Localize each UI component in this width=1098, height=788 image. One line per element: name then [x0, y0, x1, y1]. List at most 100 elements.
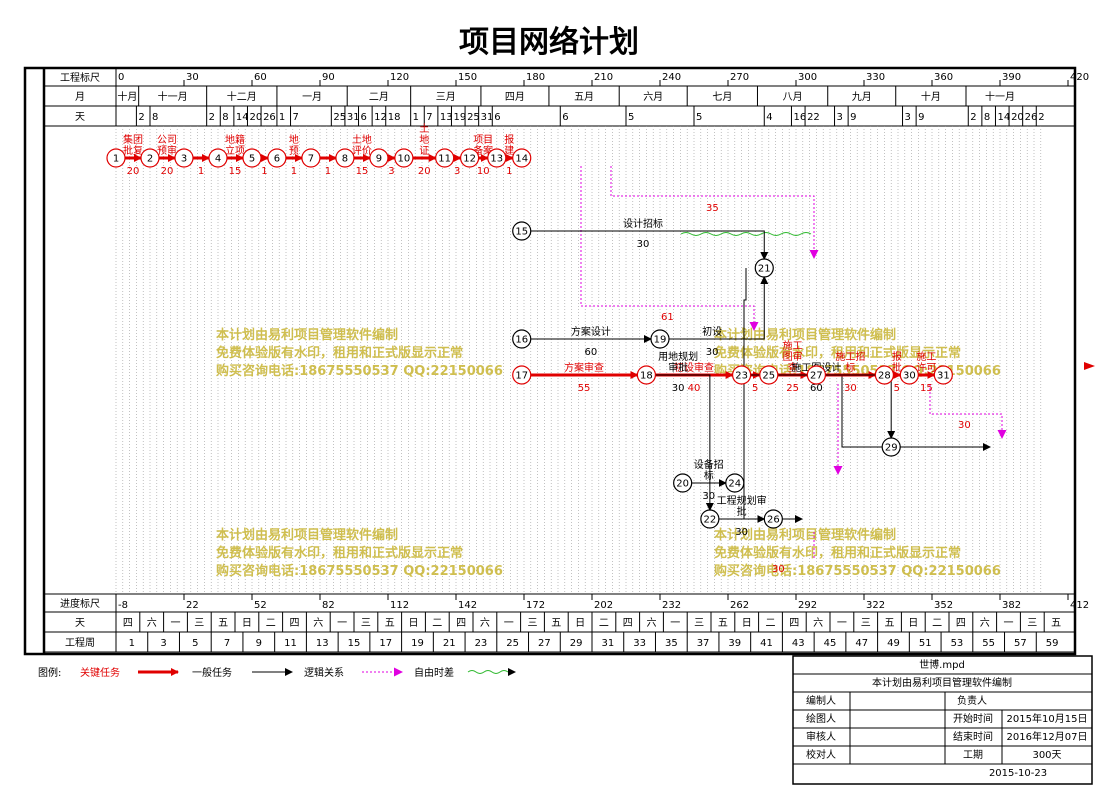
event-node-7[interactable]: 7 [301, 148, 321, 168]
ruler-tick-label: 180 [526, 72, 545, 83]
node-id: 25 [762, 371, 775, 382]
week-number: 51 [919, 638, 932, 649]
legend-critical-label: 关键任务 [80, 666, 120, 679]
weekday-label: 四 [623, 618, 633, 629]
event-node-13[interactable]: 13 [487, 148, 507, 168]
event-node-26[interactable]: 26 [763, 509, 783, 529]
week-number: 13 [316, 638, 329, 649]
task-name: 项目 [473, 134, 493, 146]
event-node-9[interactable]: 9 [369, 148, 389, 168]
event-node-10[interactable]: 10 [394, 148, 414, 168]
node-circle [460, 148, 480, 168]
task-duration: 30 [702, 491, 715, 502]
day-tick-label: 16 [793, 112, 806, 123]
event-node-23[interactable]: 23 [731, 365, 752, 385]
task-17-18: 方案审查 55 [530, 361, 639, 394]
task-name: 设备招 [694, 458, 724, 471]
event-node-25[interactable]: 25 [759, 365, 779, 385]
task-arrow [669, 276, 769, 340]
weekday-label: 四 [456, 618, 466, 629]
task-duration: 20 [418, 166, 431, 177]
free-float-links [580, 166, 1007, 560]
task-name: 标 [704, 470, 714, 482]
week-number: 55 [982, 638, 995, 649]
ruler-tick-label: 202 [594, 600, 613, 611]
node-id: 29 [885, 443, 898, 454]
node-circle [636, 365, 657, 385]
day-tick-label: 8 [222, 112, 228, 123]
ruler-tick-label: 270 [730, 72, 749, 83]
day-tick-label: 5 [696, 112, 702, 123]
event-node-28[interactable]: 28 [874, 365, 895, 385]
event-node-24[interactable]: 24 [725, 473, 745, 493]
event-node-16[interactable]: 16 [512, 329, 532, 349]
day-gridlines [115, 126, 1042, 594]
event-node-31[interactable]: 31 [933, 365, 953, 385]
node-id: 2 [147, 154, 153, 165]
day-tick-label: 2 [209, 112, 215, 123]
event-node-15[interactable]: 15 [512, 221, 532, 241]
node-id: 18 [640, 371, 653, 382]
weekday-label: 四 [123, 618, 133, 629]
weekday-label: 日 [908, 618, 918, 629]
info-date: 2015-10-23 [989, 768, 1047, 779]
task-name: 初设审查 [674, 361, 714, 374]
day-tick-label: 7 [293, 112, 299, 123]
float-link-13-19 [580, 166, 759, 331]
weekday-label: 五 [1051, 618, 1061, 629]
logic-link-18-19 [743, 268, 747, 375]
event-node-1[interactable]: 1 [106, 148, 126, 168]
ruler-tick-label: 322 [866, 600, 885, 611]
ruler-tick-label: 30 [186, 72, 199, 83]
week-label: 工程周 [65, 637, 95, 649]
ruler-tick-label: 52 [254, 600, 267, 611]
task-duration: 30 [844, 383, 857, 394]
event-node-29[interactable]: 29 [881, 437, 901, 457]
task-name: 预 [289, 145, 299, 157]
ruler-tick-label: 352 [934, 600, 953, 611]
weekday-label: 六 [147, 617, 157, 629]
float-label: 35 [706, 203, 719, 214]
event-node-20[interactable]: 20 [673, 473, 693, 493]
event-node-19[interactable]: 19 [650, 329, 670, 349]
day-tick-label: 6 [562, 112, 568, 123]
watermark-line: 本计划由易利项目管理软件编制 [714, 327, 896, 343]
task-15-21: 设计招标 30 [530, 217, 769, 260]
event-node-11[interactable]: 11 [435, 148, 455, 168]
node-circle [512, 221, 532, 241]
week-number: 35 [665, 638, 678, 649]
week-number: 21 [443, 638, 456, 649]
info-block [792, 655, 1093, 785]
event-node-17[interactable]: 17 [512, 365, 532, 385]
node-circle [369, 148, 389, 168]
node-id: 16 [515, 335, 528, 346]
node-circle [700, 509, 720, 529]
event-node-21[interactable]: 21 [754, 258, 774, 278]
task-name: 审批 [668, 361, 688, 374]
event-node-30[interactable]: 30 [899, 365, 919, 385]
event-node-8[interactable]: 8 [335, 148, 355, 168]
event-node-18[interactable]: 18 [636, 365, 657, 385]
task-duration: 30 [735, 527, 748, 538]
task-name: 批 [737, 505, 747, 518]
weekday-label: 一 [171, 618, 181, 629]
task-name: 批 [892, 361, 902, 374]
event-node-22[interactable]: 22 [700, 509, 720, 529]
event-node-27[interactable]: 27 [806, 365, 827, 385]
weekday-label: 五 [885, 618, 895, 629]
progress-ruler-label: 进度标尺 [60, 597, 100, 610]
event-node-5[interactable]: 5 [242, 148, 262, 168]
node-id: 12 [463, 154, 476, 165]
day-tick-label: 3 [905, 112, 911, 123]
event-node-12[interactable]: 12 [460, 148, 480, 168]
weekday-label: 六 [313, 617, 323, 629]
event-node-3[interactable]: 3 [174, 148, 194, 168]
event-node-2[interactable]: 2 [140, 148, 160, 168]
task-name: 公司 [157, 135, 177, 146]
event-node-6[interactable]: 6 [267, 148, 287, 168]
week-number: 57 [1014, 638, 1027, 649]
event-node-14[interactable]: 14 [512, 148, 532, 168]
event-node-4[interactable]: 4 [208, 148, 228, 168]
